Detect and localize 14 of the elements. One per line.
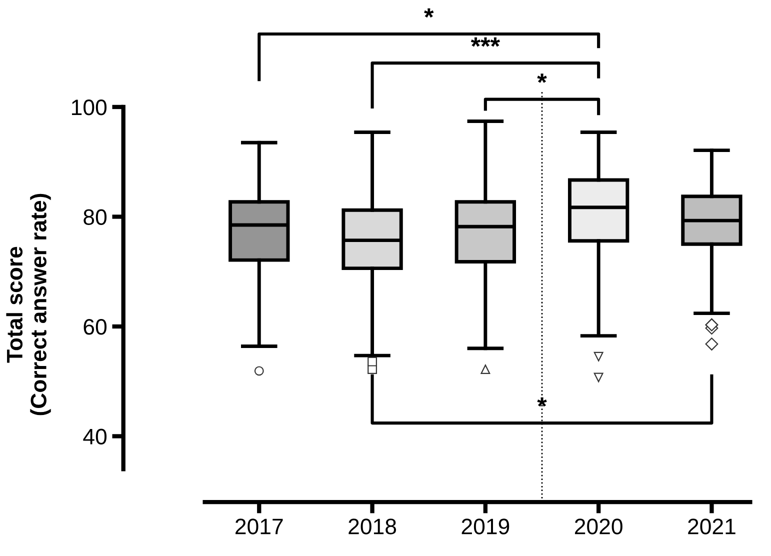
- x-tick-label: 2021: [688, 518, 736, 534]
- x-tick-label: 2019: [462, 518, 510, 534]
- y-tick-label: 60: [84, 319, 107, 335]
- y-tick-label: 80: [84, 209, 107, 225]
- text: *: [424, 8, 434, 18]
- x-tick-label: 2017: [236, 518, 283, 534]
- text: *: [537, 74, 547, 83]
- y-axis-title: Total score (Correct answer rate): [6, 194, 51, 416]
- x-tick-label: 2020: [574, 518, 622, 534]
- annotation: *: [537, 397, 547, 407]
- text: ***: [470, 37, 500, 47]
- x-tick-label: 2018: [348, 518, 396, 534]
- y-tick-label: 40: [83, 428, 107, 444]
- y-tick-label: 100: [72, 100, 107, 116]
